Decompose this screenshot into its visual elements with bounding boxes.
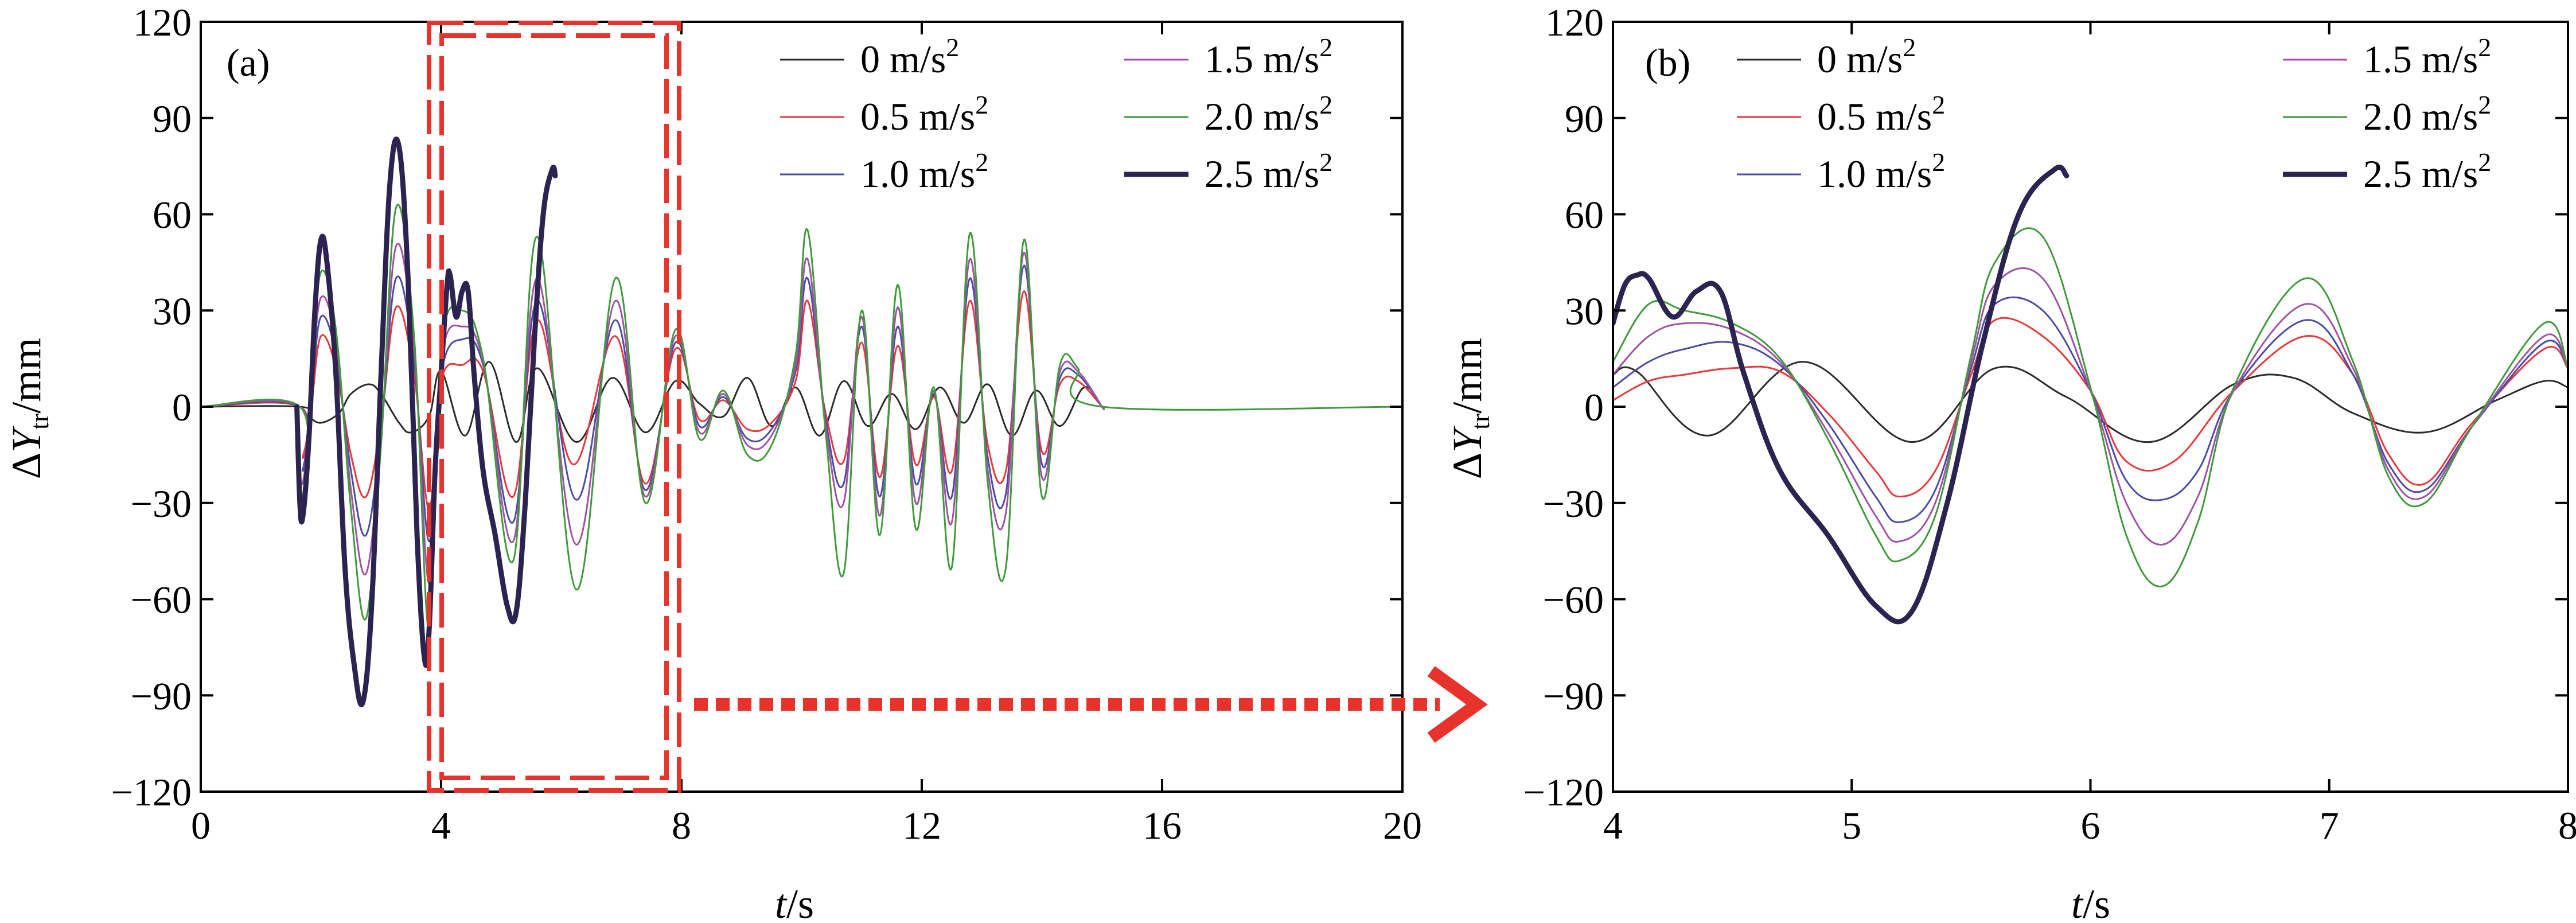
panel-a-y-axis-label: ΔYtr/mm: [3, 338, 54, 479]
x-tick-label: 5: [1842, 804, 1861, 847]
legend-item: 0.5 m/s2: [1737, 90, 1945, 138]
series-line-accel-0: [1613, 361, 2568, 443]
y-tick-label: −30: [1543, 482, 1604, 525]
series-line-accel-20: [201, 204, 1402, 632]
y-tick-label: −120: [1523, 770, 1604, 814]
y-tick-label: 30: [153, 289, 192, 333]
legend-label: 1.0 m/s2: [860, 147, 988, 196]
legend-item: 1.0 m/s2: [780, 147, 988, 196]
zoom-highlight-box-inner: [439, 33, 669, 780]
legend-label: 1.5 m/s2: [2363, 33, 2491, 81]
x-tick-label: 8: [672, 804, 691, 847]
x-tick-label: 4: [1603, 804, 1623, 847]
series-line-accel-25: [1613, 165, 2070, 625]
legend-item: 2.5 m/s2: [2283, 147, 2491, 196]
legend-item: 1.5 m/s2: [1124, 33, 1332, 81]
panel-b-series: [1613, 165, 2568, 625]
panel-a-x-axis-label: t/s: [775, 881, 814, 923]
series-line-accel-25: [294, 137, 558, 707]
x-tick-label: 12: [902, 804, 941, 847]
x-tick-label: 4: [431, 804, 451, 847]
zoom-highlight-box-outer: [427, 21, 681, 793]
panel-a-ticks: 0 4 8 12 16 20 120 90 60 30 0 −30 −60 −90 −120: [111, 1, 1422, 847]
legend-label: 0 m/s2: [1817, 33, 1916, 81]
legend-item: 2.0 m/s2: [1124, 90, 1332, 138]
y-tick-label: 0: [172, 385, 192, 429]
legend-item: 2.5 m/s2: [1124, 147, 1332, 196]
panel-b-y-axis-label: ΔYtr/mm: [1444, 338, 1495, 479]
legend-label: 0.5 m/s2: [1817, 90, 1945, 138]
y-tick-label: −90: [1543, 674, 1604, 718]
legend-label: 2.0 m/s2: [1205, 90, 1332, 138]
legend-item: 0 m/s2: [1737, 33, 1916, 81]
legend-label: 1.0 m/s2: [1817, 147, 1945, 196]
x-tick-label: 8: [2558, 804, 2576, 847]
legend-label: 2.5 m/s2: [2363, 147, 2491, 196]
x-tick-label: 16: [1143, 804, 1182, 847]
panel-b-x-axis-label: t/s: [2071, 881, 2110, 923]
panel-a-legend: 0 m/s2 0.5 m/s2 1.0 m/s2 1.5 m/s2 2.0 m/s2 2.…: [780, 33, 1332, 196]
legend-item: 0.5 m/s2: [780, 90, 988, 138]
legend-item: 1.0 m/s2: [1737, 147, 1945, 196]
y-tick-label: 60: [1565, 193, 1604, 237]
legend-label: 2.5 m/s2: [1205, 147, 1332, 196]
legend-label: 1.5 m/s2: [1205, 33, 1332, 81]
x-tick-label: 7: [2320, 804, 2339, 847]
legend-label: 2.0 m/s2: [2363, 90, 2491, 138]
x-tick-label: 6: [2081, 804, 2100, 847]
x-tick-label: 20: [1383, 804, 1422, 847]
legend-item: 2.0 m/s2: [2283, 90, 2491, 138]
legend-item: 0 m/s2: [780, 33, 959, 81]
panel-a-label: (a): [227, 41, 270, 84]
y-tick-label: 120: [133, 1, 192, 44]
y-tick-label: 60: [153, 193, 192, 237]
y-tick-label: 90: [153, 97, 192, 141]
zoom-arrow-head: [1427, 666, 1488, 743]
x-tick-label: 0: [191, 804, 211, 847]
legend-item: 1.5 m/s2: [2283, 33, 2491, 81]
y-tick-label: −120: [111, 770, 192, 814]
panel-a: 0 4 8 12 16 20 120 90 60 30 0 −30 −60 −90 −120 (a) 0 m…: [3, 1, 1488, 923]
panel-a-series: [201, 137, 1402, 707]
legend-label: 0.5 m/s2: [860, 90, 988, 138]
y-tick-label: −60: [131, 578, 192, 622]
series-line-accel-05: [1613, 317, 2568, 498]
y-tick-label: 120: [1545, 1, 1604, 44]
series-line-accel-20: [1613, 227, 2568, 587]
legend-label: 0 m/s2: [860, 33, 959, 81]
panel-b-ticks: 4 5 6 7 8 120 90 60 30 0 −30 −60 −90 −120: [1523, 1, 2576, 847]
y-tick-label: −60: [1543, 578, 1604, 622]
y-tick-label: −30: [131, 482, 192, 525]
y-tick-label: −90: [131, 674, 192, 718]
y-tick-label: 0: [1584, 385, 1604, 429]
y-tick-label: 30: [1565, 289, 1604, 333]
panel-b-legend: 0 m/s2 0.5 m/s2 1.0 m/s2 1.5 m/s2 2.0 m/s2 2.…: [1737, 33, 2491, 196]
panel-b-label: (b): [1645, 41, 1690, 84]
y-tick-label: 90: [1565, 97, 1604, 141]
